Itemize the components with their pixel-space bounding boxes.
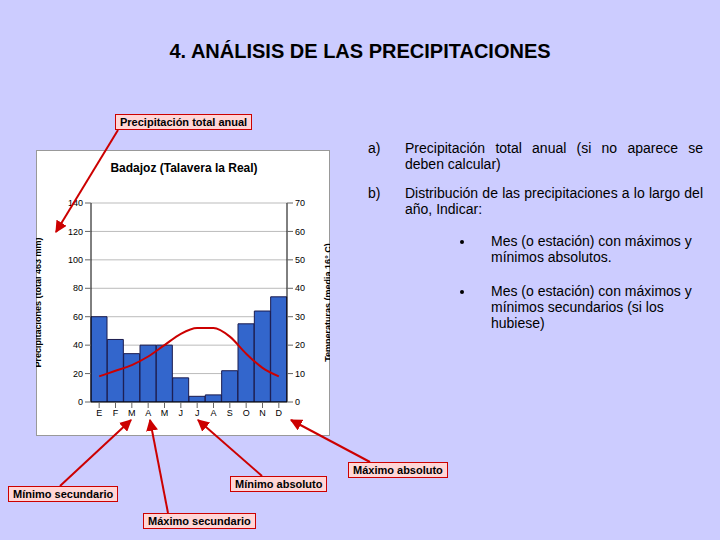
svg-text:J: J <box>195 408 200 418</box>
svg-text:50: 50 <box>295 255 305 265</box>
html-text:Precipitación total anual (si: Precipitación total anual (si no aparece… <box>405 140 703 172</box>
svg-text:F: F <box>113 408 119 418</box>
svg-text:D: D <box>276 408 283 418</box>
svg-text:M: M <box>161 408 169 418</box>
html-text:b): b) <box>368 185 381 201</box>
svg-text:S: S <box>227 408 233 418</box>
svg-text:A: A <box>145 408 151 418</box>
svg-text:80: 80 <box>73 283 83 293</box>
svg-text:A: A <box>210 408 216 418</box>
svg-text:Precipitaciones (total 463 mm): Precipitaciones (total 463 mm) <box>36 237 43 367</box>
svg-text:40: 40 <box>73 340 83 350</box>
svg-text:20: 20 <box>73 369 83 379</box>
html-text:Mes (o estación) con máximos y: Mes (o estación) con máximos y mínimos s… <box>491 283 692 331</box>
svg-text:E: E <box>96 408 102 418</box>
html-text:a): a) <box>368 140 381 156</box>
svg-text:60: 60 <box>295 227 305 237</box>
svg-text:20: 20 <box>295 340 305 350</box>
html-text:Máximo secundario: Máximo secundario <box>148 515 251 527</box>
svg-text:Temperaturas (media 16° C): Temperaturas (media 16° C) <box>323 243 330 361</box>
html-text:4. ANÁLISIS DE LAS PRECIPITACI: 4. ANÁLISIS DE LAS PRECIPITACIONES <box>169 40 551 62</box>
svg-text:140: 140 <box>68 198 83 208</box>
html-text:Precipitación total anual: Precipitación total anual <box>120 116 248 128</box>
svg-text:100: 100 <box>68 255 83 265</box>
html-text:Distribución de las precipitac: Distribución de las precipitaciones a lo… <box>405 185 703 217</box>
svg-text:120: 120 <box>68 227 83 237</box>
svg-text:0: 0 <box>295 397 300 407</box>
html-text:Badajoz (Talavera la Real): Badajoz (Talavera la Real) <box>110 161 258 175</box>
svg-text:70: 70 <box>295 198 305 208</box>
svg-text:10: 10 <box>295 369 305 379</box>
svg-text:30: 30 <box>295 312 305 322</box>
svg-text:N: N <box>259 408 266 418</box>
svg-text:M: M <box>128 408 136 418</box>
svg-text:40: 40 <box>295 283 305 293</box>
svg-text:O: O <box>243 408 250 418</box>
html-text:Mes (o estación) con máximos y: Mes (o estación) con máximos y mínimos a… <box>491 233 692 265</box>
html-text:Mínimo secundario: Mínimo secundario <box>13 488 114 500</box>
svg-text:0: 0 <box>78 397 83 407</box>
html-text:Máximo absoluto: Máximo absoluto <box>353 464 443 476</box>
html-text:Mínimo absoluto: Mínimo absoluto <box>235 478 323 490</box>
svg-text:60: 60 <box>73 312 83 322</box>
svg-text:J: J <box>179 408 184 418</box>
